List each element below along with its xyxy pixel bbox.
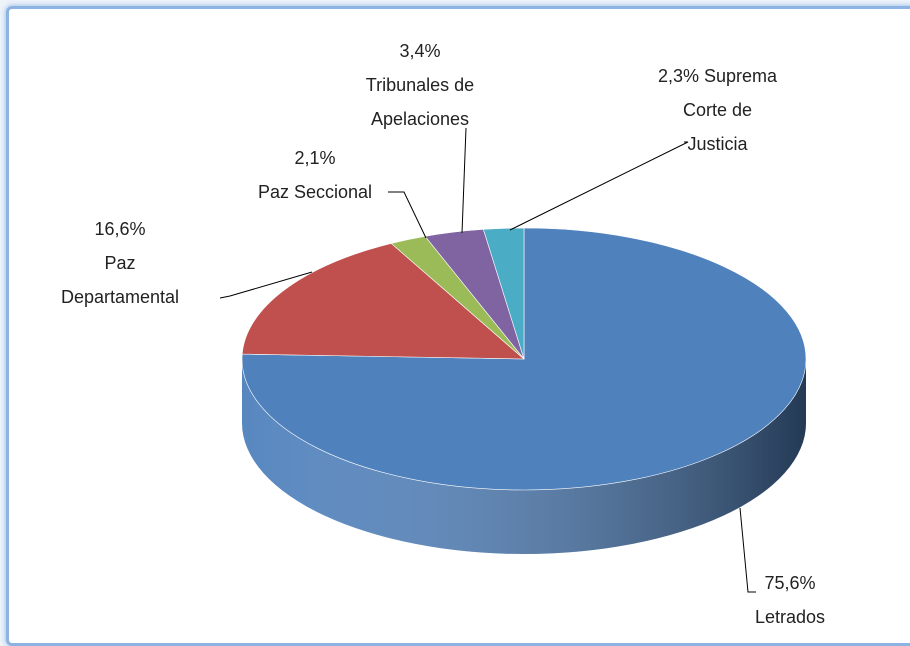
category-label: Suprema Corte de Justicia: [682, 66, 778, 154]
data-label: 2,1% Paz Seccional: [240, 141, 390, 209]
slice: [241, 227, 807, 491]
value-label: 2,3%: [657, 66, 699, 86]
category-label: Paz Departamental: [60, 253, 180, 307]
category-label: Tribunales de Apelaciones: [365, 75, 475, 129]
slice: [241, 243, 525, 360]
leader-line: [739, 507, 756, 593]
slice: [482, 227, 525, 360]
data-label: 3,4% Tribunales de Apelaciones: [345, 34, 495, 136]
category-label: Paz Seccional: [257, 182, 373, 202]
leader-line: [388, 191, 427, 239]
slice-side-shade: [242, 359, 806, 554]
leader-line: [219, 271, 313, 299]
value-label: 2,1%: [294, 148, 336, 168]
data-label: 75,6% Letrados: [750, 566, 830, 634]
value-label: 16,6%: [94, 219, 146, 239]
value-label: 75,6%: [764, 573, 816, 593]
data-label: 16,6% Paz Departamental: [55, 212, 185, 314]
value-label: 3,4%: [399, 41, 441, 61]
category-label: Letrados: [754, 607, 826, 627]
leader-line: [461, 127, 467, 234]
data-label: 2,3% Suprema Corte de Justicia: [655, 59, 780, 161]
leader-line: [509, 141, 689, 231]
